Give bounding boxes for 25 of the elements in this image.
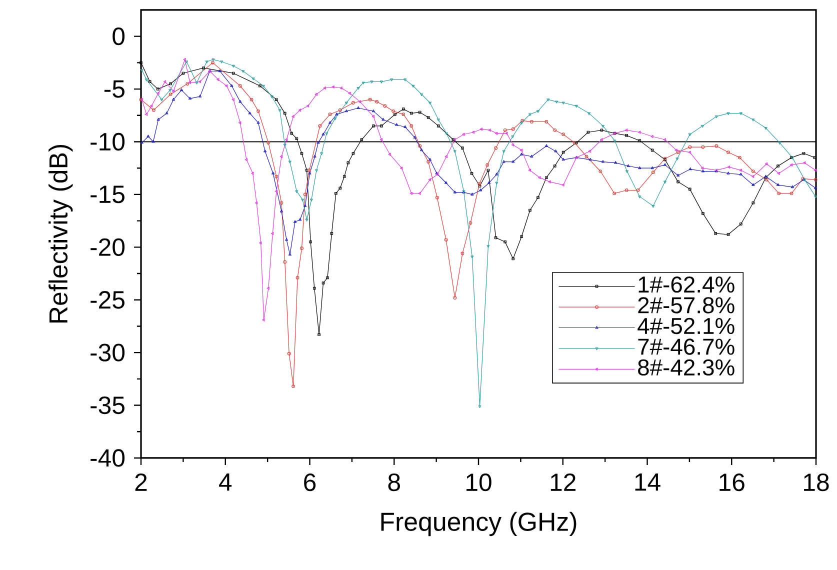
x-tick-label: 16 [720, 473, 744, 492]
x-tick-label: 18 [804, 473, 829, 492]
x-tick-label: 6 [304, 473, 316, 492]
legend-label: 2#-57.8% [638, 297, 734, 314]
x-tick-label: 4 [219, 473, 232, 491]
y-tick-label: -25 [90, 291, 124, 309]
y-tick-label: -40 [90, 449, 125, 467]
legend-label: 8#-42.3% [638, 359, 734, 376]
y-tick-label: -35 [90, 396, 124, 414]
y-tick-label: -5 [104, 80, 124, 98]
y-tick-label: -20 [90, 238, 125, 256]
legend-label: 1#-62.4% [638, 276, 734, 293]
y-tick-label: 0 [112, 28, 125, 46]
legend-label: 4#-52.1% [638, 318, 734, 334]
y-tick-label: -10 [90, 132, 125, 151]
legend-label: 7#-46.7% [638, 338, 734, 355]
x-tick-label: 8 [388, 473, 400, 492]
x-axis-title: Frequency (GHz) [381, 512, 576, 536]
x-tick-label: 10 [466, 473, 492, 492]
x-tick-label: 14 [635, 473, 660, 491]
y-tick-label: -15 [90, 186, 124, 204]
x-tick-label: 2 [135, 473, 147, 491]
y-tick-label: -30 [90, 344, 125, 362]
y-axis-title: Reflectivity (dB) [48, 144, 73, 323]
x-tick-label: 12 [550, 473, 576, 491]
